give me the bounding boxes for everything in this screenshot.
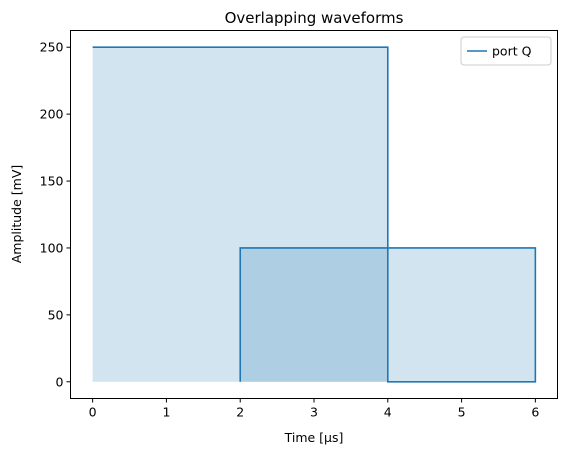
x-axis-ticks: 0 1 2 3 4 5 6	[89, 398, 539, 420]
y-tick-label: 0	[56, 374, 64, 389]
legend: port Q	[460, 36, 552, 66]
x-tick-label: 5	[458, 405, 466, 420]
legend-box	[460, 36, 552, 66]
x-tick-label: 3	[310, 405, 318, 420]
fill-layer	[92, 47, 536, 382]
x-tick-label: 4	[384, 405, 392, 420]
line-layer	[92, 46, 537, 383]
y-axis-ticks: 0 50 100 150 200 250	[40, 40, 71, 389]
x-axis-label: Time [µs]	[284, 430, 344, 445]
y-tick-label: 100	[40, 240, 64, 255]
series-line-port-q	[92, 46, 537, 383]
chart-title: Overlapping waveforms	[225, 9, 404, 27]
legend-label-port-q: port Q	[492, 44, 532, 59]
x-tick-label: 2	[236, 405, 244, 420]
y-tick-label: 50	[48, 307, 64, 322]
y-axis-label: Amplitude [mV]	[9, 165, 24, 264]
x-tick-label: 0	[89, 405, 97, 420]
y-tick-label: 200	[40, 107, 64, 122]
y-tick-label: 250	[40, 40, 64, 55]
x-tick-label: 6	[531, 405, 539, 420]
y-tick-label: 150	[40, 174, 64, 189]
x-tick-label: 1	[162, 405, 170, 420]
